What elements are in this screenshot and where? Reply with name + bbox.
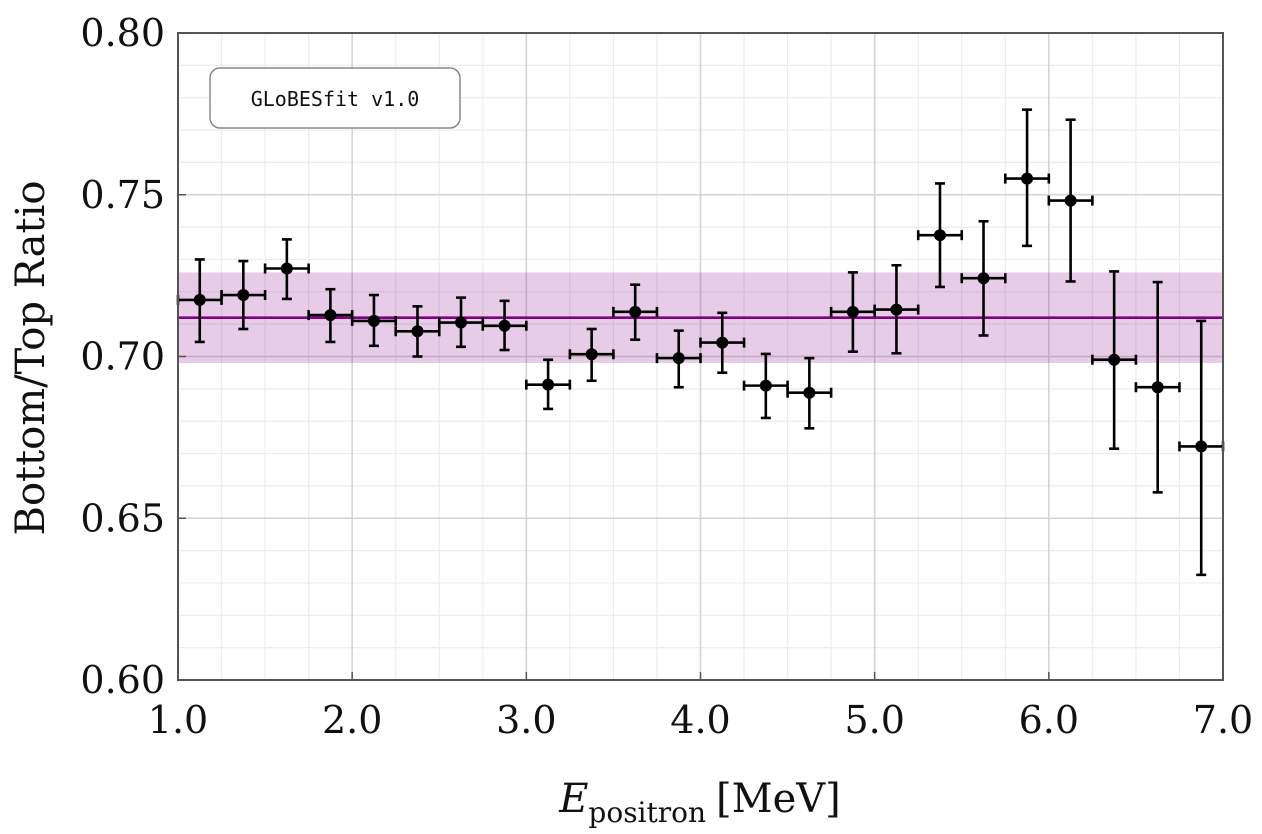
data-point: [699, 311, 746, 374]
data-point: [612, 283, 659, 341]
data-marker: [585, 348, 598, 361]
data-marker: [1195, 440, 1208, 453]
data-point: [263, 238, 310, 301]
x-tick-label: 5.0: [844, 698, 904, 742]
annotation-badge: GLoBESfit v1.0: [209, 67, 461, 129]
data-point: [1003, 108, 1051, 248]
data-marker: [846, 305, 859, 318]
x-tick-label: 2.0: [322, 698, 382, 742]
data-marker: [803, 386, 816, 399]
data-point: [1047, 118, 1094, 283]
data-points-layer: [176, 108, 1225, 577]
data-marker: [890, 303, 903, 316]
data-point: [307, 287, 354, 344]
data-point: [655, 329, 702, 389]
data-point: [525, 358, 572, 411]
x-tick-label: 4.0: [670, 698, 730, 742]
data-marker: [629, 305, 642, 318]
data-marker: [1021, 172, 1034, 185]
data-marker: [498, 319, 511, 332]
data-point: [786, 356, 833, 430]
data-point: [350, 293, 398, 348]
data-point: [873, 263, 920, 355]
x-axis-title-subscript: positron: [588, 796, 706, 829]
tick-labels: 1.0 2.0 3.0 4.0 5.0 6.0 7.0 0.60 0.65 0.70 0.75 0.8…: [80, 11, 1253, 742]
annotation-box: [209, 67, 461, 129]
x-axis-title-unit: [MeV]: [716, 776, 841, 822]
data-marker: [193, 293, 206, 306]
data-point: [220, 259, 267, 331]
x-axis-title-symbol: E: [558, 776, 588, 822]
data-point: [742, 352, 789, 420]
y-tick-label: 0.70: [80, 335, 165, 379]
data-point: [1134, 280, 1181, 494]
annotation-label: GLoBESfit v1.0: [251, 87, 420, 111]
data-point: [829, 271, 876, 353]
data-point: [394, 305, 441, 358]
data-point: [960, 219, 1007, 337]
data-marker: [455, 316, 468, 329]
y-tick-label: 0.60: [80, 658, 165, 702]
y-tick-label: 0.80: [80, 11, 165, 55]
x-tick-label: 7.0: [1193, 698, 1253, 742]
data-marker: [1064, 194, 1077, 207]
x-tick-label: 1.0: [148, 698, 208, 742]
x-axis-title: Epositron [MeV]: [558, 776, 841, 829]
data-marker: [759, 379, 772, 392]
y-axis-title: Bottom/Top Ratio: [8, 181, 54, 536]
data-marker: [324, 309, 337, 322]
x-tick-label: 3.0: [496, 698, 556, 742]
data-point: [1091, 270, 1138, 450]
data-point: [916, 182, 964, 289]
data-marker: [367, 314, 380, 327]
data-marker: [716, 336, 729, 349]
data-marker: [411, 325, 424, 338]
data-marker: [542, 378, 555, 391]
y-tick-label: 0.75: [80, 173, 165, 217]
data-marker: [672, 352, 685, 365]
data-point: [568, 327, 615, 383]
x-tick-label: 6.0: [1019, 698, 1079, 742]
data-marker: [237, 289, 250, 302]
data-marker: [280, 262, 293, 275]
data-point: [481, 299, 528, 352]
data-marker: [1151, 381, 1164, 394]
y-tick-label: 0.65: [80, 496, 165, 540]
data-marker: [1108, 353, 1121, 366]
data-marker: [977, 272, 990, 285]
data-marker: [933, 229, 946, 242]
